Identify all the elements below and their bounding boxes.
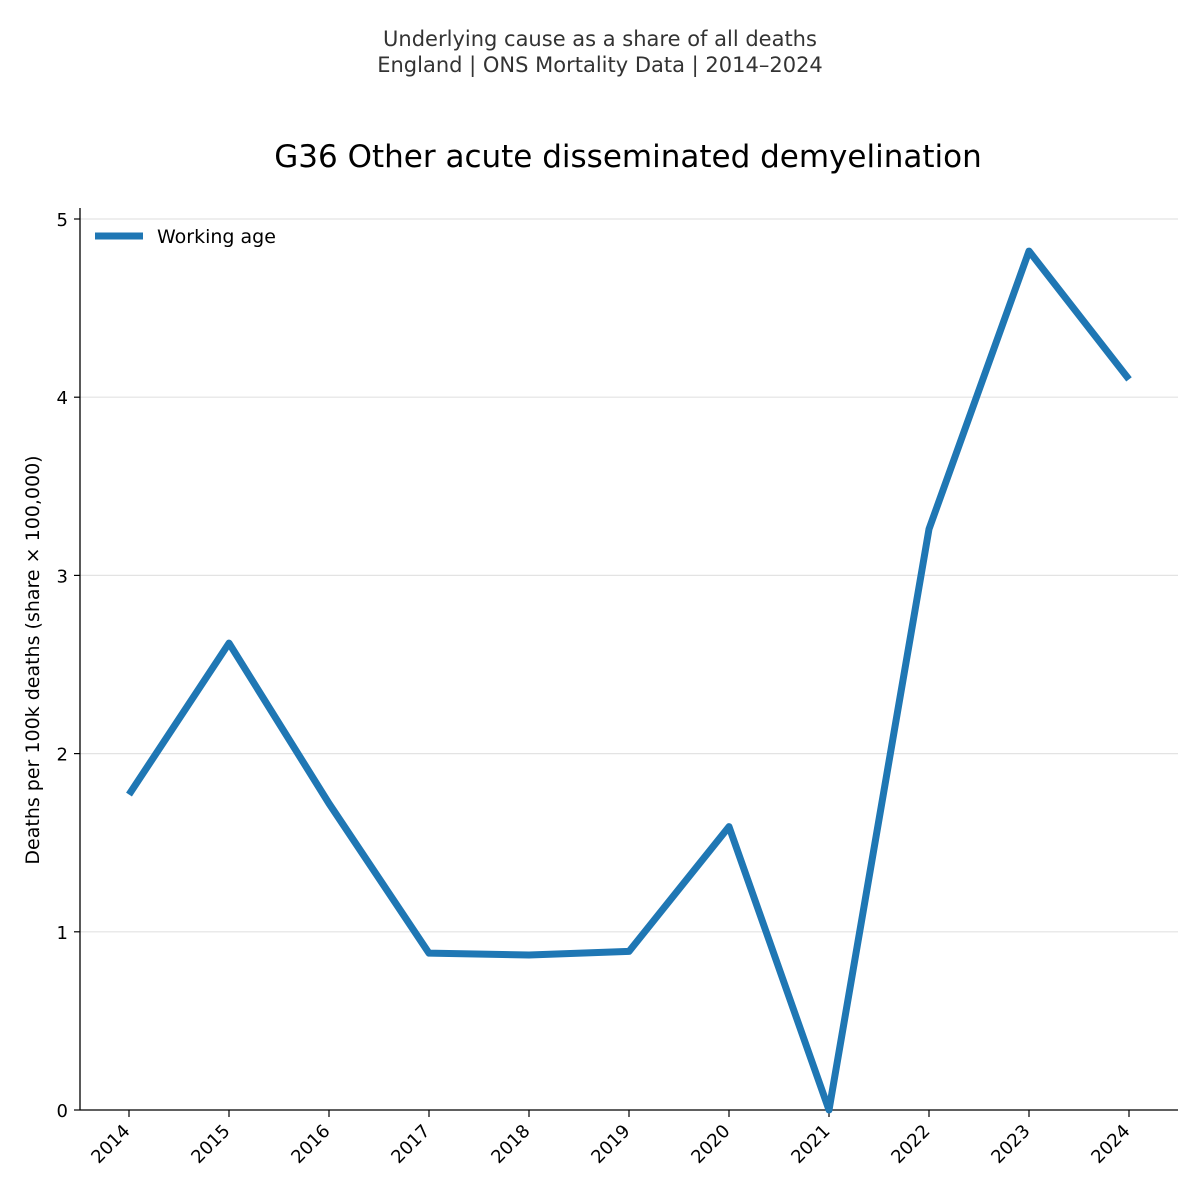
- tick-labels: 0 1 2 3 4 5 2014 2015 2016 2017 2018 2019 2020 2021 20…: [57, 210, 1135, 1168]
- legend-label: Working age: [157, 226, 276, 248]
- chart-title: G36 Other acute disseminated demyelinati…: [274, 139, 981, 175]
- gridlines: [80, 218, 1178, 933]
- chart-header: Underlying cause as a share of all death…: [0, 26, 1200, 78]
- x-tick-label: 2018: [487, 1121, 534, 1168]
- x-tick-label: 2024: [1087, 1121, 1134, 1168]
- y-tick-label: 2: [57, 745, 68, 766]
- y-tick-label: 5: [57, 210, 68, 231]
- x-tick-label: 2021: [787, 1121, 834, 1168]
- x-tick-label: 2014: [87, 1121, 134, 1168]
- axes: [74, 208, 1178, 1117]
- series-line: [126, 247, 1132, 1114]
- series: [126, 247, 1132, 1114]
- y-tick-label: 1: [57, 923, 68, 944]
- y-tick-label: 4: [57, 388, 68, 409]
- x-tick-label: 2019: [587, 1121, 634, 1168]
- header-line-1: Underlying cause as a share of all death…: [383, 27, 817, 51]
- x-tick-label: 2017: [387, 1121, 434, 1168]
- x-tick-label: 2023: [987, 1121, 1034, 1168]
- legend: Working age: [95, 226, 276, 248]
- y-axis-title: Deaths per 100k deaths (share × 100,000): [22, 455, 44, 864]
- x-tick-label: 2015: [187, 1121, 234, 1168]
- x-tick-label: 2016: [287, 1121, 334, 1168]
- x-tick-label: 2022: [887, 1121, 934, 1168]
- y-tick-label: 0: [57, 1101, 68, 1122]
- y-tick-label: 3: [57, 566, 68, 587]
- header-line-2: England | ONS Mortality Data | 2014–2024: [377, 53, 823, 77]
- x-tick-label: 2020: [687, 1121, 734, 1168]
